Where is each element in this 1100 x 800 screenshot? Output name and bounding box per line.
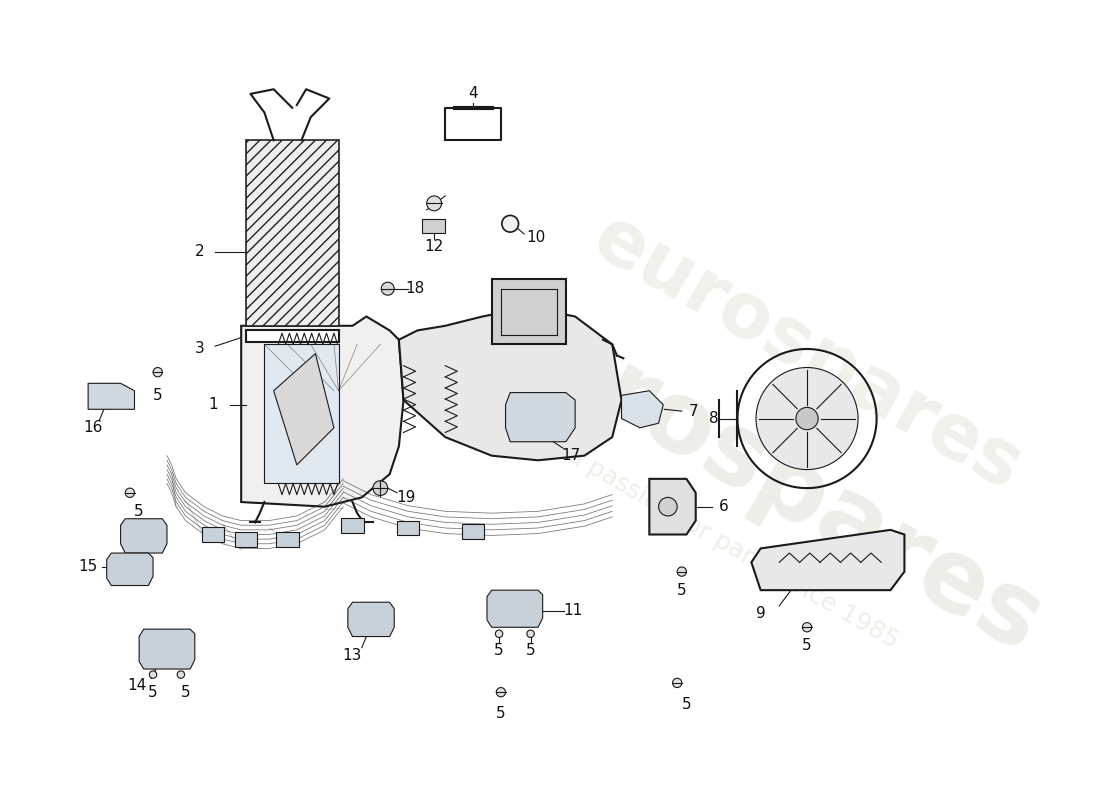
Circle shape [672,678,682,687]
Text: 5: 5 [496,706,506,721]
Circle shape [527,630,535,638]
Polygon shape [506,393,575,442]
Text: 3: 3 [195,342,205,357]
Text: 17: 17 [561,448,580,463]
Circle shape [150,671,157,678]
Circle shape [496,687,506,697]
Polygon shape [121,518,167,553]
Text: 4: 4 [469,86,477,102]
Circle shape [382,282,394,295]
Circle shape [373,481,387,495]
Polygon shape [649,479,695,534]
Text: 5: 5 [682,697,691,712]
Text: 6: 6 [718,499,728,514]
Text: 11: 11 [563,603,583,618]
Circle shape [502,215,518,232]
Text: 5: 5 [802,638,812,654]
Circle shape [796,407,818,430]
Polygon shape [348,602,394,637]
Polygon shape [422,219,446,233]
Text: 18: 18 [405,281,425,296]
Polygon shape [107,553,153,586]
Text: 5: 5 [494,643,504,658]
Circle shape [678,567,686,576]
Circle shape [427,196,441,210]
Text: 5: 5 [676,582,686,598]
Text: 5: 5 [148,685,158,700]
Polygon shape [139,629,195,669]
Bar [397,521,419,535]
Text: 5: 5 [153,388,163,403]
Circle shape [153,367,163,377]
Bar [276,532,299,546]
Circle shape [756,367,858,470]
Text: 9: 9 [756,606,766,621]
Bar [462,524,484,539]
Polygon shape [264,344,339,483]
Text: 13: 13 [343,647,362,662]
Circle shape [125,488,134,498]
Text: 7: 7 [689,404,698,418]
Circle shape [177,671,185,678]
Text: eurospares: eurospares [580,201,1035,506]
Polygon shape [88,383,134,410]
Circle shape [659,498,678,516]
Bar [492,279,565,344]
Polygon shape [751,530,904,590]
Polygon shape [399,307,622,460]
Text: a passion for parts since 1985: a passion for parts since 1985 [563,443,903,654]
Bar [245,140,339,326]
Circle shape [495,630,503,638]
Text: eurospares: eurospares [463,274,1058,674]
Polygon shape [621,390,663,428]
Polygon shape [274,354,334,465]
Bar [202,527,224,542]
Bar [341,518,364,533]
Text: 8: 8 [710,411,719,426]
Text: 5: 5 [180,685,190,700]
Text: 10: 10 [527,230,546,245]
Polygon shape [487,590,542,627]
Text: 14: 14 [128,678,147,694]
Text: 1: 1 [209,397,218,412]
Text: 15: 15 [78,559,98,574]
Text: 12: 12 [425,239,443,254]
Text: 19: 19 [397,490,416,505]
Text: 2: 2 [195,244,205,259]
Polygon shape [241,317,404,506]
Bar [245,330,339,342]
Circle shape [802,622,812,632]
Bar [234,532,257,546]
Text: 16: 16 [84,420,102,435]
Text: 5: 5 [526,643,536,658]
Text: 5: 5 [134,504,144,519]
